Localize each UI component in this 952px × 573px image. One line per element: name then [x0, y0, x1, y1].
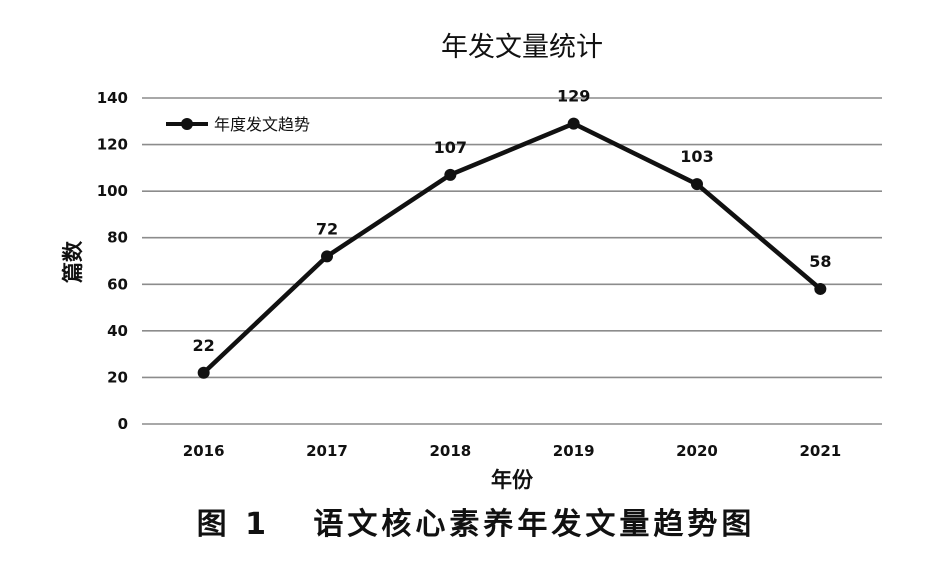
y-tick-label: 100 [97, 182, 128, 200]
y-tick-label: 140 [97, 89, 128, 107]
x-axis-label: 年份 [491, 468, 534, 492]
y-axis-label: 篇数 [61, 240, 85, 283]
data-point [567, 117, 580, 130]
figure-caption: 图 1 语文核心素养年发文量趋势图 [196, 507, 756, 542]
x-tick-label: 2016 [183, 442, 225, 460]
data-label: 22 [193, 336, 215, 355]
series-group [197, 117, 827, 379]
chart-title: 年发文量统计 [441, 32, 603, 63]
data-point [691, 178, 703, 191]
data-labels: 22 72 107 129 103 58 [193, 87, 832, 355]
y-tick-label: 60 [107, 275, 128, 293]
data-point [444, 168, 457, 181]
gridlines [142, 97, 882, 425]
x-tick-label: 2019 [553, 442, 595, 460]
legend-dot-marker [181, 118, 193, 130]
data-label: 129 [557, 87, 590, 106]
data-label: 58 [809, 252, 831, 271]
y-tick-label: 120 [97, 136, 128, 154]
data-point [814, 282, 827, 295]
y-tick-label: 20 [107, 368, 128, 386]
x-tick-label: 2017 [306, 442, 348, 460]
data-label: 103 [680, 147, 713, 166]
series-line [202, 121, 822, 375]
data-label: 107 [434, 138, 467, 157]
y-tick-label: 40 [107, 322, 128, 340]
data-label: 72 [316, 219, 338, 238]
data-point [197, 366, 210, 379]
x-tick-label: 2021 [799, 442, 841, 460]
legend-label: 年度发文趋势 [214, 115, 310, 134]
x-tick-labels: 2016 2017 2018 2019 2020 2021 [183, 442, 841, 460]
data-point [321, 250, 333, 263]
y-tick-label: 80 [107, 229, 128, 247]
y-tick-label: 0 [118, 415, 128, 433]
x-tick-label: 2020 [676, 442, 718, 460]
x-tick-label: 2018 [429, 442, 471, 460]
y-tick-labels: 0 20 40 60 80 100 120 140 [97, 89, 128, 433]
legend: 年度发文趋势 [166, 115, 310, 134]
